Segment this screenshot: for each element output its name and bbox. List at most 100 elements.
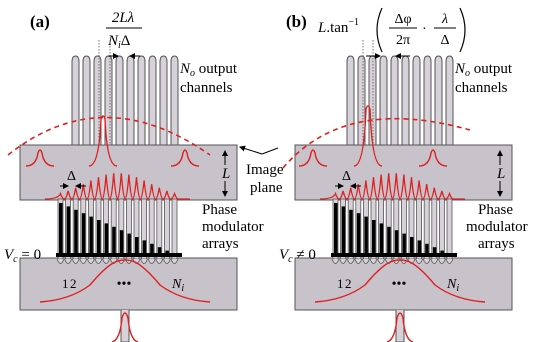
array-taper: [445, 258, 454, 264]
array-taper: [422, 258, 431, 264]
input-waveguide-a: [120, 310, 130, 342]
array-taper: [369, 258, 378, 264]
phase-bar: [74, 209, 78, 253]
array-taper: [155, 258, 164, 264]
phase-bar: [89, 216, 93, 253]
phase-bar: [135, 237, 139, 253]
output-waveguide: [379, 55, 388, 146]
phase-bar: [112, 226, 116, 253]
phase-bar: [425, 243, 429, 253]
array-waveguide: [446, 198, 453, 260]
image-plane-line1: Image: [246, 162, 284, 178]
output-waveguide: [126, 55, 135, 146]
image-plane-label: Image plane: [239, 145, 284, 196]
fields-a: [7, 115, 211, 342]
array-taper: [94, 258, 103, 264]
envelope-dashed: [282, 117, 471, 169]
array-taper: [438, 258, 446, 264]
array-taper: [354, 258, 363, 264]
phase-bar: [356, 213, 361, 253]
array-taper: [415, 258, 423, 264]
vc-label-b: Vc ≠ 0: [279, 247, 316, 265]
dots-a: •••: [117, 277, 132, 292]
phase-bar: [59, 203, 63, 253]
phase-bar: [127, 233, 131, 253]
output-waveguide: [423, 55, 432, 146]
formula-b-f1-den: 2π: [396, 33, 410, 48]
phase-label-b-1: Phase: [478, 202, 513, 218]
formula-b: L.tan−1 Δφ 2π · λ Δ: [317, 7, 466, 59]
upper-slab-a: [19, 144, 238, 201]
output-waveguide: [71, 55, 80, 146]
field-peak: [418, 149, 448, 167]
panel-a: (a) 2Lλ NiΔ No output channels L Δ Phase…: [4, 10, 264, 342]
array-taper: [430, 258, 439, 264]
output-label-a: No output: [179, 61, 238, 79]
output-waveguide: [357, 55, 366, 146]
vc-label-a: Vc = 0: [4, 247, 41, 265]
phase-bar: [387, 226, 391, 253]
array-waveguide: [438, 198, 445, 260]
phase-label-b-3: arrays: [478, 236, 515, 252]
formula-b-f2-den: Δ: [440, 33, 449, 48]
input-gaussian: [314, 259, 486, 303]
input-peak: [111, 312, 139, 342]
output-waveguide: [401, 55, 410, 146]
input-gaussian: [39, 259, 211, 303]
panel-label-a: (a): [30, 12, 50, 31]
field-peak: [170, 149, 200, 167]
L-label-b: L: [496, 166, 505, 182]
phase-bar: [334, 203, 338, 253]
array-field: [319, 173, 465, 200]
output-waveguide: [434, 55, 443, 146]
delta-label-b: Δ: [342, 169, 351, 184]
array-waveguide: [171, 198, 178, 260]
formula-b-f2-num: λ: [441, 12, 448, 27]
panel-b: (b) L.tan−1 Δφ 2π · λ Δ No output channe…: [279, 7, 528, 342]
array-taper: [87, 258, 95, 264]
phase-bar: [379, 223, 384, 253]
ni-label-b: Ni: [446, 277, 459, 294]
array-taper: [147, 258, 156, 264]
array-taper: [102, 258, 110, 264]
envelope-dashed: [7, 116, 211, 156]
phase-bar: [341, 206, 346, 253]
phase-bar: [66, 206, 71, 253]
output-waveguide: [82, 55, 91, 146]
formula-b-f1-num: Δφ: [394, 12, 411, 27]
array-field: [44, 173, 190, 200]
vc-bar-b: [331, 253, 457, 257]
field-peak: [353, 105, 383, 167]
array-waveguide: [163, 198, 170, 260]
formula-a: 2Lλ NiΔ: [106, 10, 142, 59]
output-waveguide: [148, 55, 157, 146]
array-taper: [362, 258, 370, 264]
output-waveguides-a: [71, 40, 179, 146]
phase-bar: [165, 250, 169, 253]
vc-bar-a: [56, 253, 182, 257]
output-label-b-line2: channels: [455, 80, 508, 96]
output-waveguide: [390, 55, 399, 146]
array-taper: [71, 258, 80, 264]
formula-a-den: NiΔ: [107, 33, 131, 51]
array-taper: [339, 258, 347, 264]
phase-bar: [372, 220, 376, 253]
phase-bar: [364, 216, 368, 253]
phase-bar: [349, 209, 353, 253]
array-taper: [346, 258, 355, 264]
phase-bar: [142, 240, 147, 253]
phase-label-b-2: modulator: [466, 219, 528, 235]
output-waveguide: [368, 55, 377, 146]
formula-a-num: 2Lλ: [112, 10, 135, 26]
input-peak: [386, 312, 414, 342]
array-taper: [163, 258, 171, 264]
array-taper: [170, 258, 179, 264]
phase-bar: [97, 220, 101, 253]
ch2-b: 2: [345, 276, 352, 291]
input-waveguide-b: [395, 310, 405, 342]
phase-bars-b: [334, 203, 444, 253]
array-taper: [79, 258, 88, 264]
phase-bar: [394, 230, 399, 253]
output-label-b: No output: [454, 61, 513, 79]
